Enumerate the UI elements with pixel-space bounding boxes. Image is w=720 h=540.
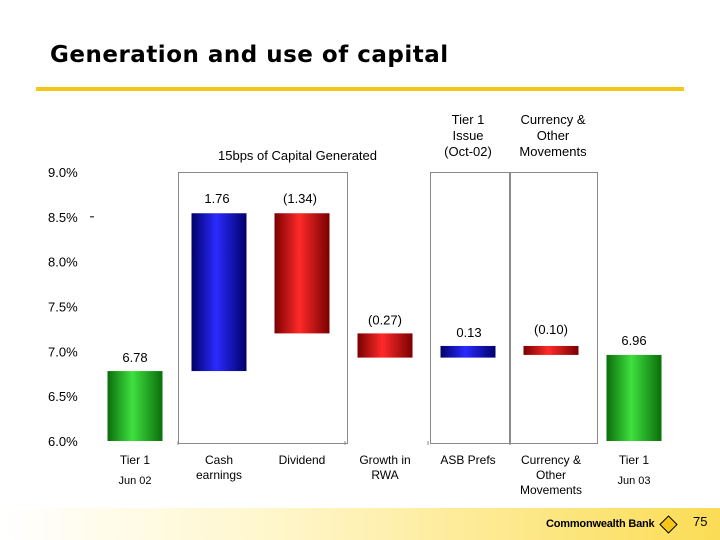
x-sublabel: Jun 02 (118, 475, 151, 487)
x-category-label: Growth in (359, 453, 410, 467)
x-category-label: ASB Prefs (440, 453, 495, 467)
title-underline (36, 87, 684, 91)
x-category-label: earnings (196, 468, 242, 482)
bar-value-label: (1.34) (283, 191, 317, 206)
tier1-issue-line-1: Tier 1 (451, 112, 485, 127)
y-tick-label: 7.5% (48, 300, 78, 315)
x-category-label: Other (536, 468, 566, 482)
waterfall-bar (274, 213, 330, 334)
y-tick-label: 6.5% (48, 389, 78, 404)
bank-logo: Commonwealth Bank (546, 514, 679, 534)
currency-movements-line-3: Movements (519, 144, 587, 159)
x-category-label: Tier 1 (120, 453, 151, 467)
x-category-label: Movements (520, 483, 582, 497)
y-tick-label: 8.5% (48, 210, 78, 225)
x-category-label: RWA (371, 468, 398, 482)
tier1-issue-note: Tier 1 Issue (Oct-02) (428, 112, 508, 160)
waterfall-bar (357, 333, 413, 358)
page-number: 75 (693, 514, 708, 529)
bar-value-label: 1.76 (204, 191, 229, 206)
bar-value-label: (0.10) (534, 322, 568, 337)
footer-band (0, 508, 720, 540)
tier1-issue-line-2: Issue (452, 128, 484, 143)
x-category-label: Currency & (521, 453, 581, 467)
currency-movements-line-2: Other (536, 128, 570, 143)
bar-value-label: 6.96 (621, 333, 646, 348)
waterfall-bar (606, 354, 662, 441)
x-sublabel: Jun 03 (617, 475, 650, 487)
x-category-label: Dividend (279, 453, 326, 467)
currency-movements-note: Currency & Other Movements (508, 112, 598, 160)
currency-movements-panel (510, 172, 598, 444)
page-title: Generation and use of capital (50, 42, 449, 68)
bar-value-label: (0.27) (368, 312, 402, 327)
waterfall-bar (523, 345, 579, 355)
y-tick-label: 8.0% (48, 255, 78, 270)
capital-generated-note: 15bps of Capital Generated (218, 148, 377, 163)
tier1-issue-line-3: (Oct-02) (444, 144, 492, 159)
diamond-logo-icon (659, 514, 679, 534)
waterfall-bar (191, 213, 247, 372)
waterfall-bar (440, 345, 496, 358)
bar-value-label: 6.78 (122, 350, 147, 365)
tier1-issue-panel (430, 172, 510, 444)
y-tick-label: 7.0% (48, 344, 78, 359)
currency-movements-line-1: Currency & (520, 112, 586, 127)
waterfall-bar (107, 371, 163, 441)
y-tick-label: 9.0% (48, 165, 78, 180)
bank-name: Commonwealth Bank (546, 518, 655, 530)
y-tick-label: 6.0% (48, 434, 78, 449)
x-category-label: Tier 1 (619, 453, 650, 467)
x-category-label: Cash (205, 453, 233, 467)
bar-value-label: 0.13 (456, 325, 481, 340)
